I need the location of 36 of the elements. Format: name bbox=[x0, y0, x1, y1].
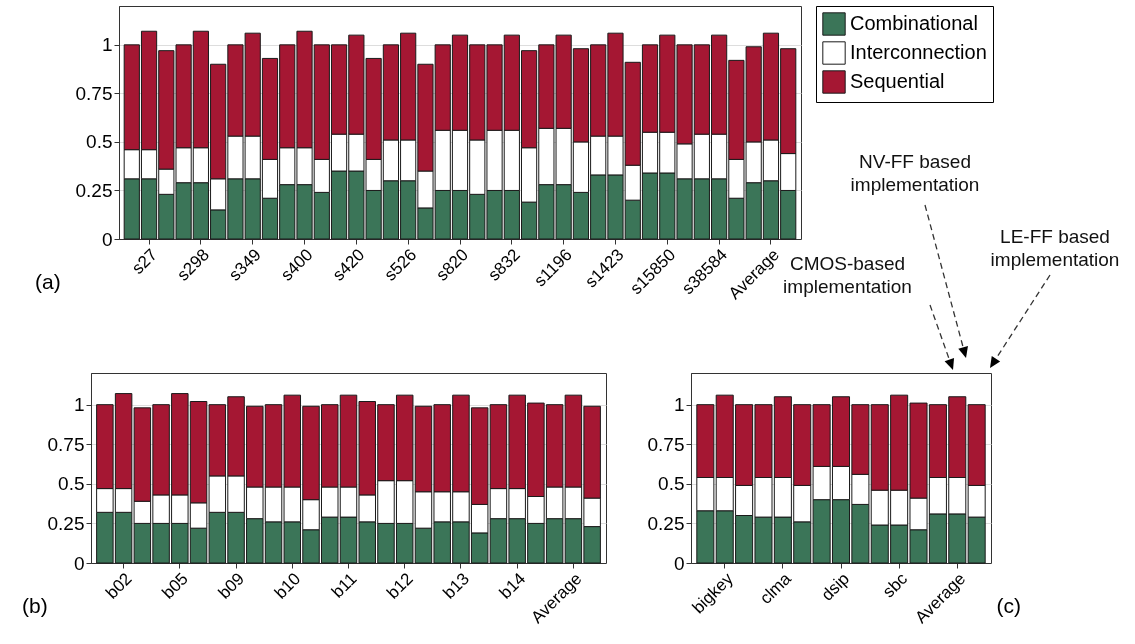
y-tick-label: 0.75 bbox=[647, 433, 685, 455]
y-tick-label: 0.25 bbox=[75, 179, 113, 201]
text: CMOS-based implementation bbox=[783, 253, 912, 297]
x-tick-label: s27 bbox=[128, 245, 162, 278]
y-tick-label: 1 bbox=[101, 34, 113, 56]
y-tick-label: 0.75 bbox=[75, 82, 113, 104]
x-tick-label: b05 bbox=[158, 569, 192, 603]
x-tick-label: b14 bbox=[495, 569, 530, 603]
y-tick-label: 0 bbox=[73, 552, 85, 574]
x-tick-label: sbc bbox=[879, 568, 912, 602]
text: LE-FF based implementation bbox=[989, 225, 1121, 271]
text: (a) bbox=[35, 269, 61, 293]
y-tick-label: 0.25 bbox=[647, 512, 685, 534]
legend-label: Combinational bbox=[850, 12, 978, 34]
y-tick-label: 0.5 bbox=[58, 473, 85, 495]
x-tick-label: clma bbox=[756, 568, 796, 608]
text: NV-FF based implementation bbox=[849, 150, 981, 196]
y-tick-label: 1 bbox=[673, 394, 685, 416]
y-tick-label: 1 bbox=[73, 394, 85, 416]
y-tick-label: 0.5 bbox=[658, 473, 685, 495]
x-tick-label: b12 bbox=[383, 569, 417, 603]
y-tick-label: 0.25 bbox=[47, 512, 85, 534]
x-tick-label: b10 bbox=[270, 569, 305, 603]
y-tick-label: 0.75 bbox=[47, 433, 85, 455]
y-tick-label: 0.5 bbox=[86, 131, 113, 153]
x-tick-label: b09 bbox=[214, 569, 249, 603]
y-tick-label: 0 bbox=[101, 228, 113, 250]
x-tick-label: dsip bbox=[817, 569, 854, 605]
y-tick-label: 0 bbox=[673, 552, 685, 574]
text: (b) bbox=[22, 593, 48, 617]
legend-label: Interconnection bbox=[850, 41, 987, 63]
legend-label: Sequential bbox=[850, 70, 945, 92]
text: (c) bbox=[996, 593, 1021, 617]
x-tick-label: b11 bbox=[327, 569, 361, 602]
x-tick-label: b02 bbox=[102, 569, 136, 603]
x-tick-label: b13 bbox=[439, 569, 473, 603]
